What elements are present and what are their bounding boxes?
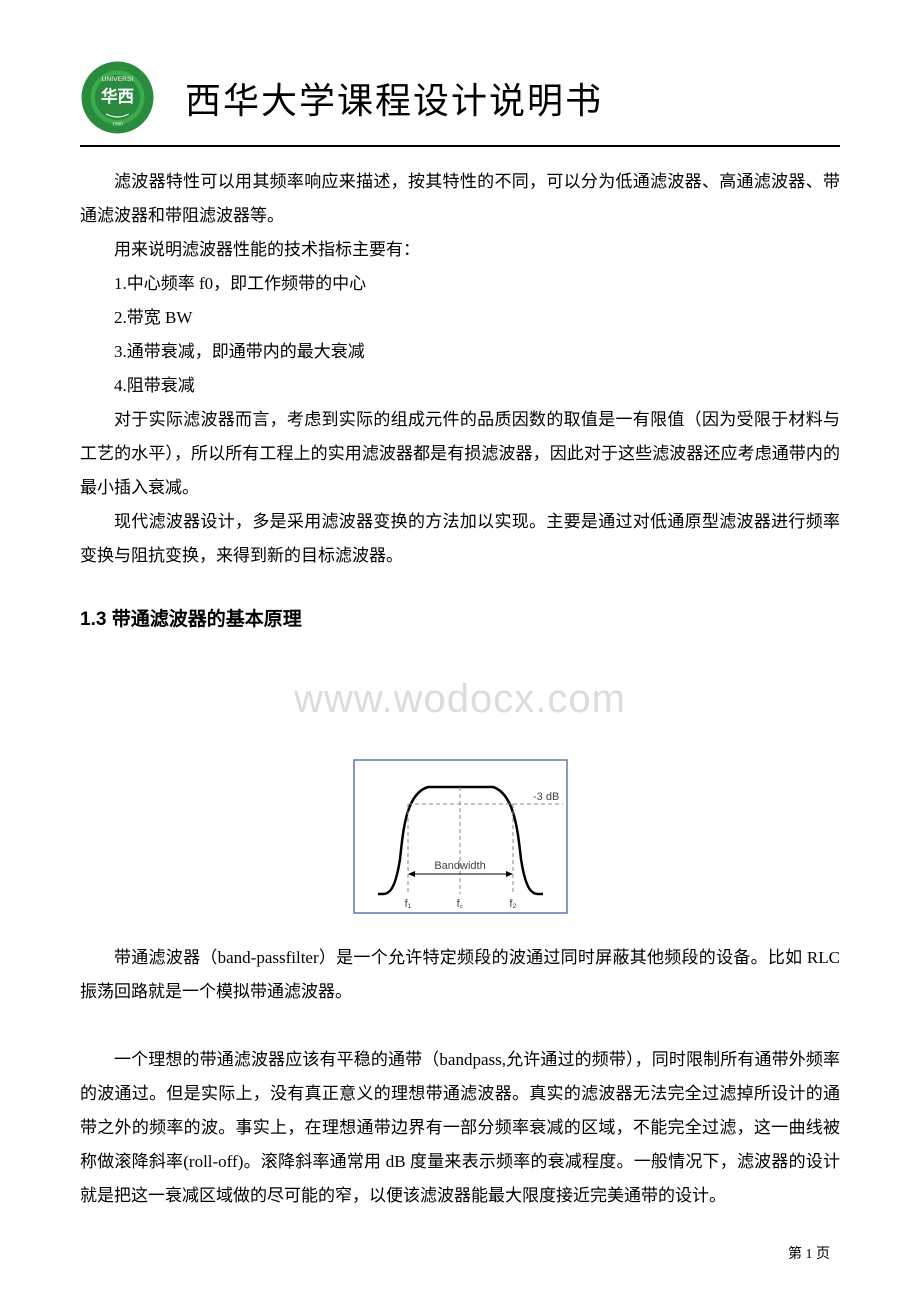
- paragraph-1: 滤波器特性可以用其频率响应来描述，按其特性的不同，可以分为低通滤波器、高通滤波器…: [80, 165, 840, 233]
- paragraph-5: 带通滤波器（band-passfilter）是一个允许特定频段的波通过同时屏蔽其…: [80, 941, 840, 1009]
- bandpass-diagram: -3 dB Bandwidth f₁ f꜀ f₂: [353, 759, 568, 926]
- document-header: UNIVERSI 华西 1960 西华大学课程设计说明书: [80, 60, 840, 135]
- list-item-4: 4.阻带衰减: [80, 369, 840, 403]
- paragraph-6: 一个理想的带通滤波器应该有平稳的通带（bandpass,允许通过的频带），同时限…: [80, 1043, 840, 1213]
- logo-top-text: UNIVERSI: [102, 76, 134, 83]
- paragraph-4: 现代滤波器设计，多是采用滤波器变换的方法加以实现。主要是通过对低通原型滤波器进行…: [80, 505, 840, 573]
- document-title: 西华大学课程设计说明书: [185, 72, 603, 124]
- list-item-2: 2.带宽 BW: [80, 301, 840, 335]
- list-item-1: 1.中心频率 f0，即工作频带的中心: [80, 267, 840, 301]
- page-number: 第 1 页: [80, 1243, 840, 1263]
- svg-text:Bandwidth: Bandwidth: [434, 860, 485, 872]
- svg-text:f꜀: f꜀: [456, 898, 463, 910]
- university-logo: UNIVERSI 华西 1960: [80, 60, 155, 135]
- svg-text:-3 dB: -3 dB: [533, 791, 559, 803]
- document-content: 滤波器特性可以用其频率响应来描述，按其特性的不同，可以分为低通滤波器、高通滤波器…: [80, 165, 840, 1213]
- bandpass-diagram-container: -3 dB Bandwidth f₁ f꜀ f₂: [80, 759, 840, 926]
- header-divider: [80, 145, 840, 147]
- svg-text:f₂: f₂: [509, 898, 516, 910]
- svg-text:f₁: f₁: [404, 898, 411, 910]
- section-heading-1-3: 1.3 带通滤波器的基本原理: [80, 601, 840, 639]
- watermark-text: www.wodocx.com: [80, 659, 840, 739]
- list-item-3: 3.通带衰减，即通带内的最大衰减: [80, 335, 840, 369]
- paragraph-3: 对于实际滤波器而言，考虑到实际的组成元件的品质因数的取值是一有限值（因为受限于材…: [80, 403, 840, 505]
- logo-year: 1960: [112, 121, 123, 127]
- paragraph-2: 用来说明滤波器性能的技术指标主要有：: [80, 233, 840, 267]
- logo-center-text: 华西: [101, 86, 134, 106]
